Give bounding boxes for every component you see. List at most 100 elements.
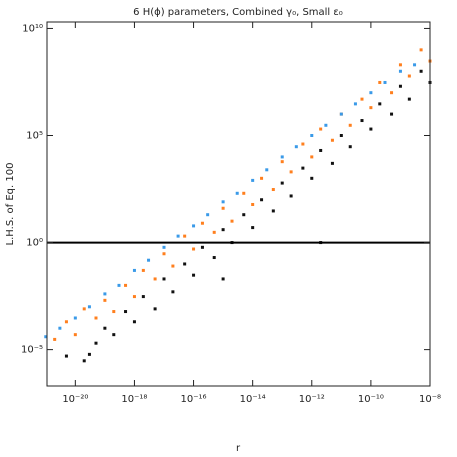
x-tick-label: 10⁻¹⁶ [181,394,207,405]
y-tick-label: 10⁻⁵ [21,345,43,356]
point [162,252,166,256]
point [153,277,157,281]
point [353,102,357,106]
point [235,191,239,195]
point [103,326,107,330]
point [330,161,334,165]
point [398,69,402,73]
point [230,219,234,223]
point [171,264,175,268]
plot-frame [46,21,431,387]
point [242,191,246,195]
point [82,359,86,363]
point [398,63,402,67]
point [271,209,275,213]
point [124,283,128,287]
point [251,226,255,230]
point [103,292,107,296]
point [58,326,62,330]
point [200,245,204,249]
x-tick-label: 10⁻⁸ [419,394,441,405]
point [369,127,373,131]
y-tick-label: 10⁵ [26,131,43,142]
point [176,234,180,238]
point [183,262,187,266]
point [192,273,196,277]
point [360,97,364,101]
point [294,145,298,149]
point [94,316,98,320]
point [212,230,216,234]
point [390,91,394,95]
point [280,155,284,159]
point [242,213,246,217]
point [390,112,394,116]
point [310,176,314,180]
point [265,168,269,172]
y-tick-label: 10¹⁰ [22,23,43,34]
point [369,106,373,110]
x-tick-label: 10⁻¹² [299,394,325,405]
point [221,200,225,204]
point [407,97,411,101]
point [260,198,264,202]
x-tick-label: 10⁻¹⁰ [358,394,384,405]
point [132,268,136,272]
point [348,123,352,127]
point [124,310,128,314]
point [153,307,157,311]
point [192,224,196,228]
point [221,277,225,281]
point [378,80,382,84]
x-tick-label: 10⁻¹⁸ [121,394,147,405]
point [310,155,314,159]
point [162,245,166,249]
point [141,268,145,272]
point [147,258,151,262]
point [212,256,216,260]
point [319,127,323,131]
x-tick-label: 10⁻¹⁴ [240,394,266,405]
point [87,305,91,309]
point [330,138,334,142]
point [360,119,364,123]
point [82,307,86,311]
point [419,69,423,73]
point [310,134,314,138]
point [289,170,293,174]
x-tick-label: 10⁻²⁰ [62,394,88,405]
point [132,295,136,299]
point [419,48,423,52]
chart-title: 6 H(ϕ) parameters, Combined γ₀, Small ε₀ [133,7,343,18]
point [112,310,116,314]
point [103,298,107,302]
point [73,316,77,320]
point [141,295,145,299]
point [413,63,417,67]
point [73,333,77,337]
point [407,74,411,78]
point [112,333,116,337]
point [339,112,343,116]
point [369,91,373,95]
point [398,84,402,88]
point [260,176,264,180]
point [192,247,196,251]
y-tick-label: 10⁰ [26,238,43,249]
point [289,194,293,198]
point [378,102,382,106]
point [200,221,204,225]
point [301,166,305,170]
point [324,123,328,127]
point [53,337,57,341]
point [301,142,305,146]
point [94,341,98,345]
point [171,290,175,294]
point [383,80,387,84]
point [221,206,225,210]
point [348,145,352,149]
point [271,188,275,192]
point [64,320,68,324]
point [206,213,210,217]
